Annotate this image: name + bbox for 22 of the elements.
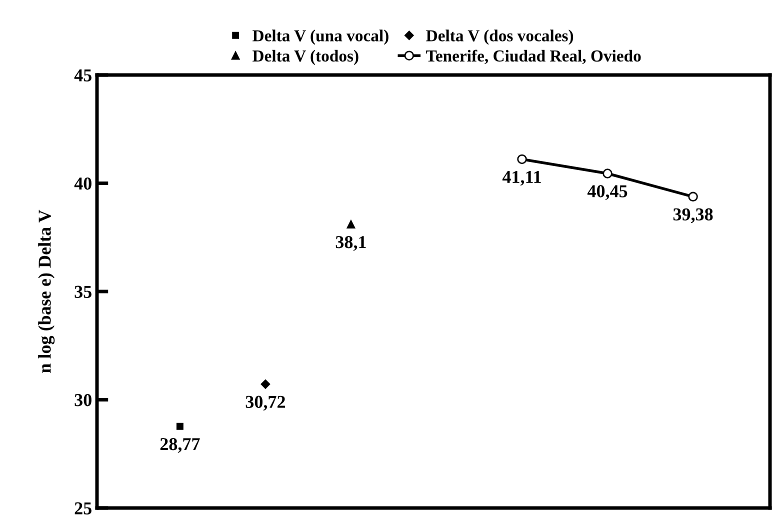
y-tick-label: 40	[74, 178, 92, 190]
point	[346, 220, 356, 229]
data-label: 38,1	[336, 236, 366, 251]
point	[688, 192, 698, 202]
legend-label: Tenerife, Ciudad Real, Oviedo	[426, 50, 641, 64]
point	[176, 422, 184, 430]
data-label: 39,38	[673, 208, 713, 224]
point	[602, 168, 612, 178]
data-label: 40,45	[587, 185, 628, 200]
point	[260, 380, 270, 389]
legend-label: Delta V (todos)	[252, 50, 358, 65]
y-tick-label: 35	[74, 286, 92, 298]
y-tick-label: 25	[74, 502, 92, 514]
legend-label: Delta V (una vocal)	[252, 30, 388, 45]
data-label: 28,77	[160, 438, 200, 453]
point	[517, 154, 527, 164]
y-tick-label: 30	[74, 394, 92, 406]
legend-label: Delta V (dos vocales)	[426, 30, 574, 45]
y-axis-title: n log (base e) Delta V	[38, 210, 55, 373]
y-tick-label: 45	[74, 69, 92, 82]
data-label: 30,72	[246, 396, 285, 411]
data-label: 41,11	[502, 170, 541, 186]
